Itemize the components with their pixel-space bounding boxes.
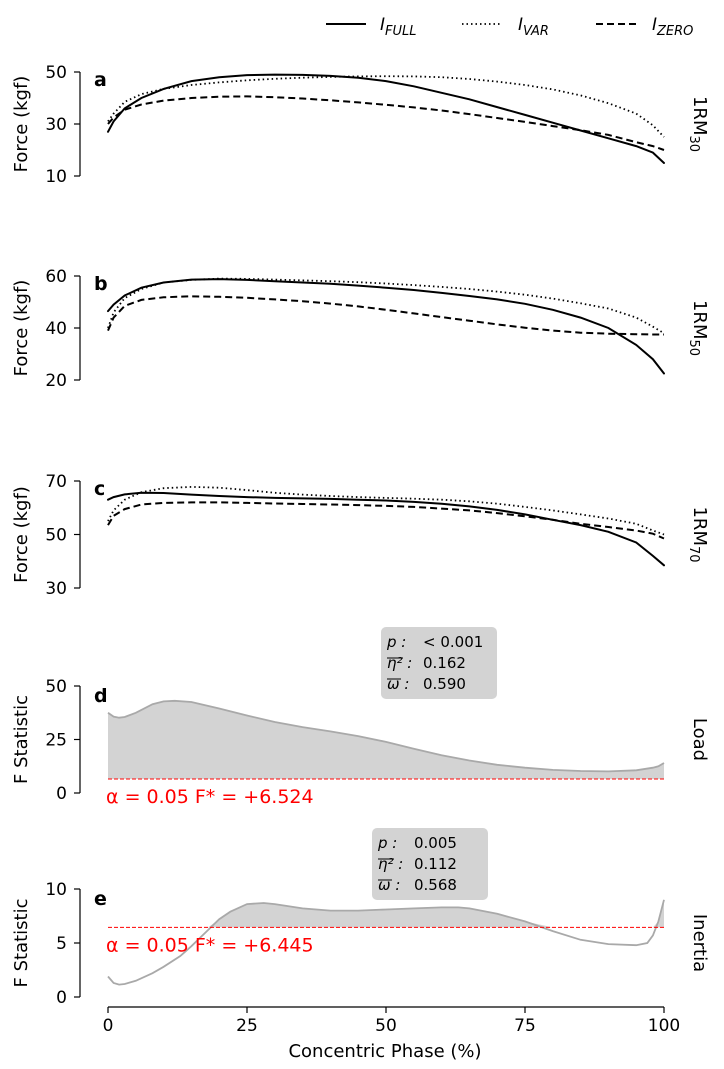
series-line-i-var (107, 485, 665, 536)
series-line-i-full (107, 278, 665, 375)
y-tick-label: 50 (45, 526, 67, 546)
panel-letter: b (94, 273, 108, 295)
panel-letter: c (94, 478, 105, 500)
legend-label-subscript: VAR (523, 24, 549, 39)
y-tick-label: 10 (45, 880, 67, 900)
panel-e: 0 5 10 F Statistic Inertia e α = 0.05 F* = +6.… (11, 828, 710, 1008)
row-label: Load (689, 718, 710, 761)
y-tick-label: 30 (45, 579, 67, 599)
legend-label-subscript: ZERO (656, 24, 693, 39)
series-line-i-full (107, 491, 665, 567)
suprathreshold-area (108, 899, 664, 928)
series-line-i-full (107, 73, 665, 164)
stat-label-omega: ω : (378, 876, 400, 894)
stats-box-background (381, 627, 497, 699)
legend-label-subscript: FULL (385, 24, 416, 39)
series-line-i-zero (107, 95, 665, 151)
panel-a: 10 30 50 Force (kgf) 1RM30 a (11, 63, 710, 187)
panel-c: 30 50 70 Force (kgf) 1RM70 c (11, 472, 710, 599)
row-label-subscript: 30 (686, 135, 701, 152)
x-tick-label: 50 (375, 1016, 397, 1036)
y-axis-label: Force (kgf) (11, 486, 32, 583)
stats-box: p : < 0.001 η² : 0.162 ω : 0.590 (381, 627, 497, 699)
y-tick-label: 20 (45, 371, 67, 391)
stat-label-p-value: p : (377, 834, 397, 852)
stat-label-eta-squared: η² : (378, 855, 403, 873)
stats-box: p : 0.005 η² : 0.112 ω : 0.568 (372, 828, 488, 900)
y-tick-label: 5 (56, 934, 67, 954)
legend-item-full: IFULL (326, 15, 417, 39)
series-line-i-zero (107, 501, 665, 540)
legend-item-zero: IZERO (596, 15, 693, 39)
stat-label-eta-squared: η² : (387, 654, 412, 672)
stat-value-p-value: 0.005 (414, 834, 457, 852)
stat-value-p-value: < 0.001 (423, 633, 483, 651)
row-label: 1RM70 (686, 506, 710, 562)
series-line-i-var (107, 277, 665, 334)
panel-letter: a (94, 69, 107, 91)
y-tick-label: 60 (45, 267, 67, 287)
series-line-i-var (107, 75, 665, 138)
y-tick-label: 0 (56, 988, 67, 1008)
f-statistic-curve (107, 899, 665, 986)
stats-box-background (372, 828, 488, 900)
x-axis: 0 25 50 75 100 Concentric Phase (%) (103, 1006, 680, 1062)
threshold-label: α = 0.05 F* = +6.524 (106, 786, 314, 808)
threshold-label: α = 0.05 F* = +6.445 (106, 934, 314, 956)
x-axis-label: Concentric Phase (%) (288, 1041, 481, 1062)
legend-label: IFULL (380, 15, 417, 39)
y-axis-label: Force (kgf) (11, 76, 32, 173)
panel-b: 20 40 60 Force (kgf) 1RM50 b (11, 267, 710, 391)
y-tick-label: 40 (45, 319, 67, 339)
row-label-subscript: 70 (686, 546, 701, 563)
stat-value-eta-squared: 0.162 (423, 654, 466, 672)
y-tick-label: 25 (45, 731, 67, 751)
row-label-subscript: 50 (686, 339, 701, 356)
panel-d: 0 25 50 F Statistic Load d α = 0.05 F* = +6.52… (11, 627, 710, 808)
y-tick-label: 30 (45, 115, 67, 135)
stat-label-p-value: p : (386, 633, 406, 651)
suprathreshold-area (108, 700, 664, 779)
y-tick-label: 0 (56, 784, 67, 804)
y-tick-label: 10 (45, 167, 67, 187)
x-tick-label: 75 (514, 1016, 536, 1036)
y-axis-label: F Statistic (11, 899, 32, 988)
stat-value-omega: 0.568 (414, 876, 457, 894)
row-label: 1RM50 (686, 300, 710, 356)
stat-label-omega: ω : (387, 675, 409, 693)
x-tick-label: 0 (103, 1016, 114, 1036)
y-tick-label: 50 (45, 677, 67, 697)
stat-value-eta-squared: 0.112 (414, 855, 457, 873)
legend-item-var: IVAR (462, 15, 549, 39)
legend-label: IZERO (652, 15, 693, 39)
row-label: 1RM30 (686, 96, 710, 152)
panel-letter: e (94, 888, 107, 910)
y-tick-label: 70 (45, 472, 67, 492)
row-label: Inertia (689, 914, 710, 972)
stat-value-omega: 0.590 (423, 675, 466, 693)
series-line-i-zero (107, 295, 664, 336)
y-tick-label: 50 (45, 63, 67, 83)
f-statistic-curve (107, 699, 665, 773)
y-axis-label: F Statistic (11, 695, 32, 784)
legend: IFULL IVAR IZERO (326, 15, 693, 39)
legend-label: IVAR (518, 15, 549, 39)
x-tick-label: 100 (648, 1016, 680, 1036)
y-axis-label: Force (kgf) (11, 280, 32, 377)
panel-letter: d (94, 685, 108, 707)
x-tick-label: 25 (236, 1016, 258, 1036)
